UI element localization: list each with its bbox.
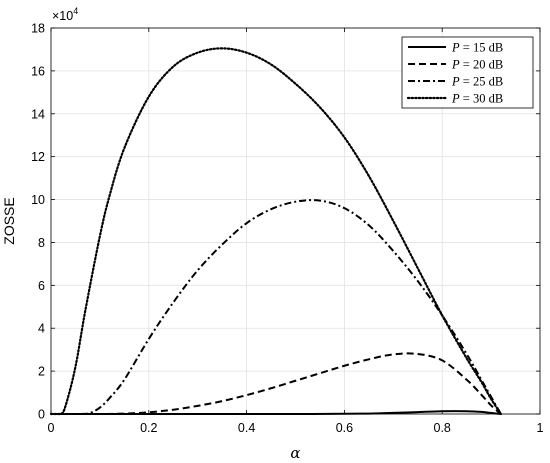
legend-entry-label: P = 20 dB — [451, 58, 503, 72]
series-line-dashed — [50, 352, 502, 415]
legend-value: = 15 dB — [460, 41, 504, 55]
y-tick-label: 2 — [38, 365, 45, 379]
legend-entry-label: P = 15 dB — [451, 41, 503, 55]
y-tick-label: 4 — [38, 322, 45, 336]
legend-value: = 25 dB — [460, 75, 504, 89]
y-multiplier-exponent: 4 — [73, 6, 78, 16]
legend-entry-label: P = 30 dB — [451, 92, 503, 106]
x-tick-label: 0.4 — [238, 421, 255, 435]
legend-symbol: P — [451, 58, 460, 72]
y-tick-label: 0 — [38, 408, 45, 422]
y-multiplier-label: ×104 — [52, 6, 78, 23]
series-line-dotted — [49, 47, 502, 416]
y-tick-label: 12 — [31, 150, 45, 164]
legend-box — [401, 36, 534, 109]
x-tick-label: 0.6 — [336, 421, 353, 435]
x-tick-label: 1 — [537, 421, 544, 435]
legend-entry-label: P = 25 dB — [451, 75, 503, 89]
y-multiplier-base: ×10 — [52, 9, 73, 23]
y-axis-label: ZOSSE — [1, 197, 17, 244]
legend-value: = 30 dB — [460, 92, 504, 106]
grid — [50, 27, 541, 415]
legend-symbol: P — [451, 75, 460, 89]
legend-value: = 20 dB — [460, 58, 504, 72]
x-tick-label: 0 — [48, 421, 55, 435]
legend-symbol: P — [451, 41, 460, 55]
y-tick-label: 8 — [38, 236, 45, 250]
plot-frame — [50, 27, 541, 415]
legend-symbol: P — [451, 92, 460, 106]
x-axis-label: α — [290, 444, 300, 462]
y-tick-label: 18 — [31, 22, 45, 36]
y-tick-label: 14 — [31, 107, 45, 121]
legend: P = 15 dBP = 20 dBP = 25 dBP = 30 dB — [401, 36, 534, 109]
y-tick-label: 6 — [38, 279, 45, 293]
y-tick-label: 10 — [31, 193, 45, 207]
x-tick-label: 0.8 — [434, 421, 451, 435]
x-tick-label: 0.2 — [140, 421, 157, 435]
y-tick-label: 16 — [31, 64, 45, 78]
